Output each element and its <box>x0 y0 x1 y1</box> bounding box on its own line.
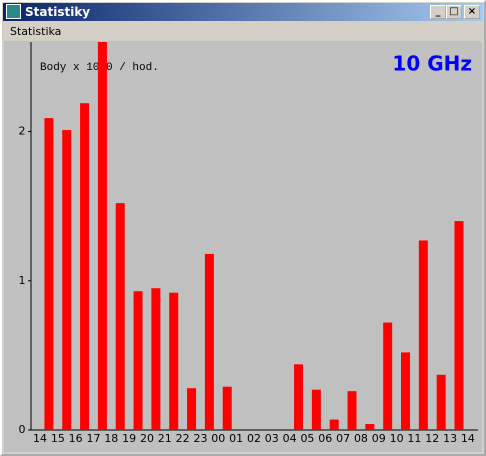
x-tick-label: 21 <box>158 432 172 445</box>
x-tick-label: 18 <box>104 432 118 445</box>
x-tick-label: 11 <box>407 432 421 445</box>
x-tick-label: 02 <box>247 432 261 445</box>
x-tick-label: 12 <box>425 432 439 445</box>
x-tick-label: 22 <box>176 432 190 445</box>
bar <box>294 364 304 430</box>
bar <box>401 352 411 430</box>
x-tick-label: 23 <box>193 432 207 445</box>
maximize-button[interactable]: □ <box>446 5 462 19</box>
x-tick-label: 16 <box>69 432 83 445</box>
x-tick-label: 13 <box>443 432 457 445</box>
x-tick-label: 19 <box>122 432 136 445</box>
x-tick-label: 14 <box>461 432 475 445</box>
bar <box>311 389 321 430</box>
bar <box>454 221 464 430</box>
bar <box>347 391 357 430</box>
x-tick-label: 01 <box>229 432 243 445</box>
bar <box>187 388 197 430</box>
app-icon <box>6 4 21 19</box>
title-bar: Statistiky _ □ × <box>3 3 483 21</box>
menu-item[interactable]: Statistika <box>10 25 62 38</box>
y-tick-label: 1 <box>19 274 26 287</box>
x-tick-label: 14 <box>33 432 47 445</box>
bar <box>151 288 161 430</box>
x-tick-label: 08 <box>354 432 368 445</box>
bar <box>62 130 72 431</box>
chart-title: 10 GHz <box>392 52 472 76</box>
bar <box>44 118 54 430</box>
x-tick-label: 00 <box>211 432 225 445</box>
close-button[interactable]: × <box>464 5 480 19</box>
bar <box>204 253 214 430</box>
x-tick-label: 15 <box>51 432 65 445</box>
bar <box>329 419 339 430</box>
bar <box>169 292 179 430</box>
bar <box>222 386 232 430</box>
x-tick-label: 07 <box>336 432 350 445</box>
x-tick-label: 06 <box>318 432 332 445</box>
y-tick-label: 2 <box>19 125 26 138</box>
plot-background <box>4 41 482 452</box>
minimize-button[interactable]: _ <box>430 5 446 19</box>
bar <box>97 42 107 430</box>
x-tick-label: 20 <box>140 432 154 445</box>
x-tick-label: 05 <box>300 432 314 445</box>
bar <box>365 424 375 430</box>
bar <box>418 240 428 430</box>
x-tick-label: 04 <box>283 432 297 445</box>
x-tick-label: 10 <box>390 432 404 445</box>
bar <box>115 203 125 430</box>
x-tick-label: 03 <box>265 432 279 445</box>
x-tick-label: 17 <box>86 432 100 445</box>
bar <box>383 322 393 430</box>
bar <box>80 103 90 430</box>
bar <box>436 374 446 430</box>
x-tick-label: 09 <box>372 432 386 445</box>
y-tick-label: 0 <box>19 423 26 436</box>
window-title: Statistiky <box>25 5 91 19</box>
bar <box>133 291 143 430</box>
